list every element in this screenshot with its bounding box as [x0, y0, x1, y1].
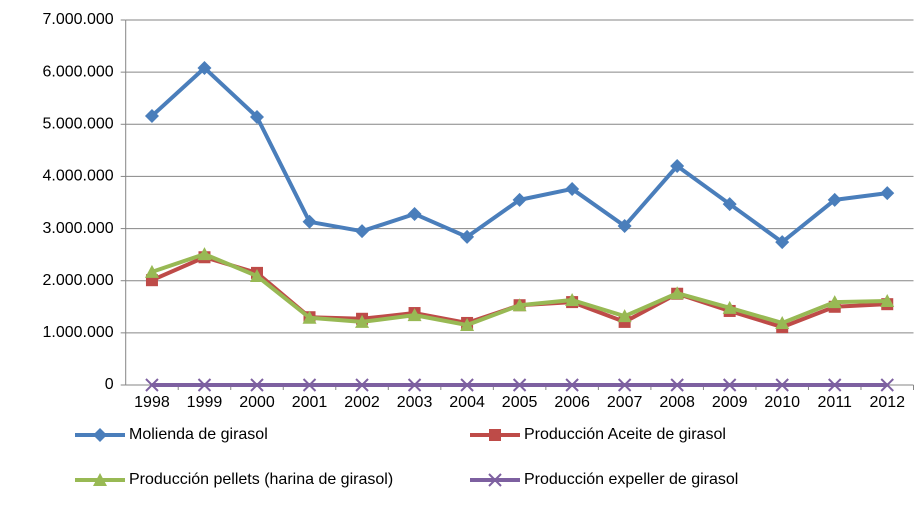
marker	[775, 315, 790, 329]
series-line	[150, 65, 888, 245]
marker	[565, 293, 580, 307]
x-tick-label: 2005	[502, 394, 538, 411]
marker	[565, 378, 579, 392]
marker	[670, 286, 685, 300]
marker	[460, 378, 474, 392]
marker	[250, 378, 264, 392]
y-tick-label: 1.000.000	[43, 324, 114, 341]
marker	[827, 192, 842, 207]
marker	[670, 159, 685, 173]
marker	[197, 60, 212, 75]
legend-label: Producción expeller de girasol	[524, 471, 738, 488]
legend-entry: Molienda de girasol	[75, 426, 268, 443]
legend-marker	[93, 428, 107, 442]
marker	[617, 218, 632, 233]
marker	[250, 269, 264, 283]
marker	[145, 378, 159, 392]
x-tick-label: 2001	[292, 394, 328, 411]
marker	[512, 192, 527, 207]
marker	[617, 309, 632, 323]
marker	[302, 310, 317, 324]
legend-label: Producción pellets (harina de girasol)	[129, 471, 393, 488]
marker	[722, 378, 737, 392]
x-tick-label: 2009	[712, 394, 748, 411]
marker	[880, 294, 895, 308]
x-tick-label: 1999	[187, 394, 223, 411]
marker	[722, 197, 737, 212]
x-tick-label: 1998	[134, 394, 170, 411]
legend-entry: Producción pellets (harina de girasol)	[75, 471, 393, 488]
marker	[355, 314, 370, 328]
legend-entry: Producción Aceite de girasol	[470, 426, 726, 443]
y-tick-label: 3.000.000	[43, 220, 114, 237]
marker	[880, 378, 894, 392]
marker	[407, 308, 422, 322]
marker	[355, 224, 370, 239]
x-tick-label: 2012	[869, 394, 905, 411]
x-tick-label: 2007	[607, 394, 643, 411]
x-tick-label: 2008	[659, 394, 695, 411]
x-tick-label: 2002	[344, 394, 380, 411]
legend-label: Producción Aceite de girasol	[524, 426, 726, 443]
series-line	[151, 252, 888, 328]
marker	[197, 378, 212, 392]
legend-marker	[488, 473, 502, 487]
marker	[827, 295, 842, 309]
marker	[355, 378, 369, 392]
marker	[512, 298, 527, 312]
y-tick-label: 2.000.000	[43, 272, 114, 289]
marker	[144, 264, 159, 278]
x-tick-label: 2000	[239, 394, 275, 411]
marker	[144, 108, 159, 123]
marker	[407, 378, 422, 392]
legend-label: Molienda de girasol	[129, 426, 268, 443]
marker	[250, 109, 264, 124]
marker	[828, 378, 842, 392]
marker	[670, 378, 684, 392]
marker	[512, 378, 527, 392]
legend-marker	[489, 429, 501, 441]
x-tick-label: 2004	[449, 394, 485, 411]
marker	[302, 214, 317, 229]
legend-marker	[93, 473, 107, 486]
marker	[775, 235, 790, 250]
y-tick-label: 5.000.000	[43, 116, 114, 133]
y-tick-label: 0	[105, 376, 114, 393]
marker	[460, 318, 475, 332]
marker	[565, 181, 580, 196]
marker	[407, 206, 422, 221]
marker	[880, 186, 895, 201]
marker	[460, 229, 475, 244]
marker	[775, 378, 789, 392]
y-tick-label: 4.000.000	[43, 168, 114, 185]
y-tick-label: 7.000.000	[43, 11, 114, 28]
x-tick-label: 2003	[397, 394, 433, 411]
x-tick-label: 2006	[554, 394, 590, 411]
y-tick-label: 6.000.000	[43, 63, 114, 80]
marker	[302, 378, 317, 392]
legend-entry: Producción expeller de girasol	[470, 471, 738, 488]
x-tick-label: 2011	[818, 394, 853, 411]
marker	[722, 300, 737, 314]
x-tick-label: 2010	[764, 394, 800, 411]
marker	[197, 247, 212, 261]
marker	[617, 378, 632, 392]
